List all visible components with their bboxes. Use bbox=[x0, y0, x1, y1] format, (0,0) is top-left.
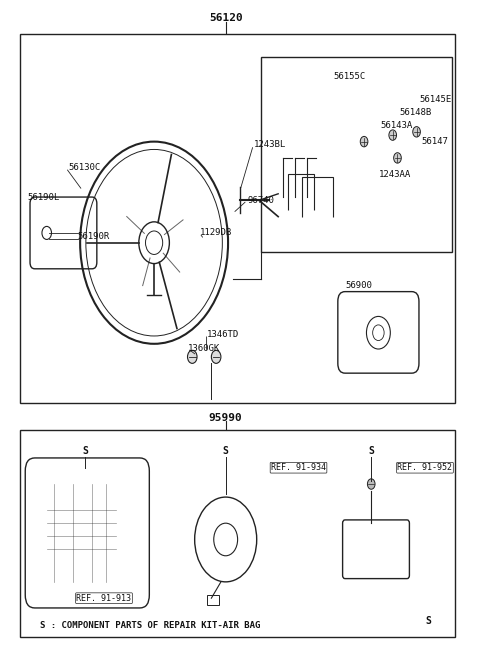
Circle shape bbox=[211, 350, 221, 364]
Text: 56143A: 56143A bbox=[381, 121, 413, 130]
Text: 95990: 95990 bbox=[209, 413, 242, 422]
Bar bbox=[262, 57, 452, 252]
Text: 96740: 96740 bbox=[247, 196, 274, 205]
Text: 56148B: 56148B bbox=[400, 108, 432, 117]
Bar bbox=[206, 595, 218, 605]
Text: REF. 91-934: REF. 91-934 bbox=[271, 463, 326, 472]
Text: 56900: 56900 bbox=[345, 280, 372, 290]
Text: 1360GK: 1360GK bbox=[188, 344, 220, 353]
Circle shape bbox=[188, 350, 197, 364]
Text: 56145E: 56145E bbox=[419, 95, 451, 103]
Text: 1243BL: 1243BL bbox=[254, 140, 287, 149]
Text: 1243AA: 1243AA bbox=[378, 170, 411, 179]
Text: REF. 91-913: REF. 91-913 bbox=[76, 593, 132, 603]
Text: 56147: 56147 bbox=[421, 137, 448, 146]
Circle shape bbox=[367, 479, 375, 489]
Text: S: S bbox=[223, 447, 228, 457]
Text: 56130C: 56130C bbox=[68, 163, 100, 172]
Text: S: S bbox=[82, 447, 88, 457]
Text: 1346TD: 1346TD bbox=[206, 329, 239, 339]
Circle shape bbox=[413, 126, 420, 137]
Text: S: S bbox=[368, 447, 374, 457]
Text: 56120: 56120 bbox=[209, 12, 242, 23]
Text: REF. 91-952: REF. 91-952 bbox=[397, 463, 453, 472]
Text: S: S bbox=[426, 616, 432, 626]
Circle shape bbox=[389, 130, 396, 140]
Circle shape bbox=[360, 136, 368, 147]
Bar bbox=[21, 430, 455, 637]
Text: S : COMPONENT PARTS OF REPAIR KIT-AIR BAG: S : COMPONENT PARTS OF REPAIR KIT-AIR BA… bbox=[39, 621, 260, 630]
Text: 1129DB: 1129DB bbox=[199, 229, 232, 237]
Text: 56155C: 56155C bbox=[333, 72, 365, 81]
Circle shape bbox=[394, 153, 401, 163]
Text: 56190R: 56190R bbox=[78, 232, 110, 240]
Text: 56190L: 56190L bbox=[28, 193, 60, 202]
Bar bbox=[21, 34, 455, 403]
